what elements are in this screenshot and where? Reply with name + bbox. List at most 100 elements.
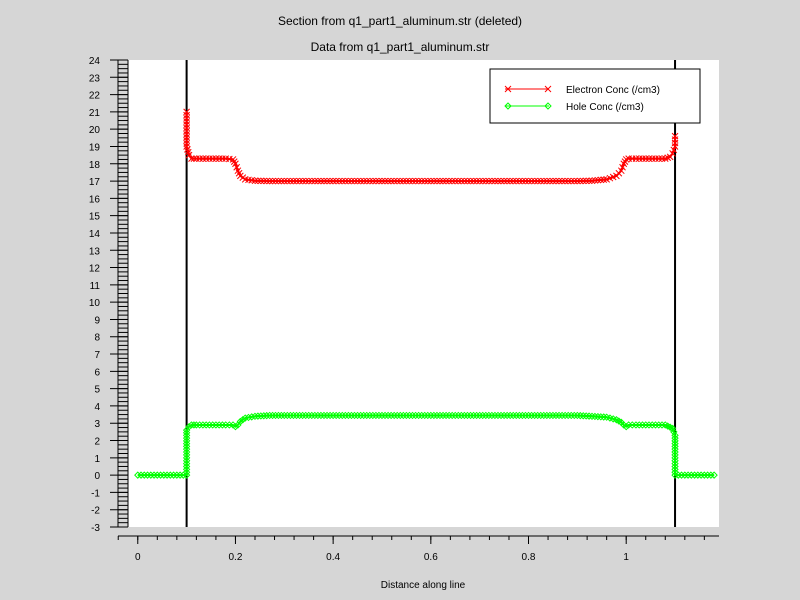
marker-stroke [537, 177, 545, 185]
data-point-x-marker [491, 177, 499, 185]
marker-stroke [245, 176, 252, 184]
y-tick-label: 17 [89, 177, 101, 188]
data-point-diamond-marker [202, 421, 210, 429]
data-point-diamond-marker [544, 102, 552, 110]
data-point-diamond-marker [205, 421, 214, 429]
x-tick-label: 0.8 [522, 552, 536, 563]
data-point-x-marker [635, 155, 643, 162]
marker-stroke [519, 177, 526, 185]
marker-stroke [585, 177, 593, 185]
data-point-diamond-marker [192, 421, 201, 429]
data-point-diamond-marker [521, 411, 530, 420]
marker-stroke [531, 177, 538, 185]
data-point-x-marker [293, 177, 300, 185]
chart-subtitle: Data from q1_part1_aluminum.str [310, 40, 490, 54]
marker-stroke [260, 177, 268, 185]
y-tick-label: 9 [94, 315, 100, 326]
marker-stroke [183, 108, 190, 116]
data-point-x-marker [196, 155, 203, 162]
data-point-x-marker [436, 177, 444, 185]
data-point-diamond-marker [668, 424, 677, 433]
data-point-diamond-marker [475, 411, 484, 420]
marker-stroke [503, 177, 511, 185]
marker-stroke [424, 177, 432, 185]
data-point-diamond-marker [289, 411, 298, 420]
marker-stroke [290, 177, 297, 185]
data-point-diamond-marker [359, 411, 368, 420]
marker-stroke [396, 177, 404, 185]
marker-stroke [482, 177, 490, 185]
data-point-diamond-marker [546, 411, 554, 420]
data-point-x-marker [457, 177, 465, 185]
data-point-diamond-marker [710, 471, 718, 479]
data-point-x-marker [183, 131, 190, 138]
y-tick-label: 6 [94, 367, 100, 378]
marker-stroke [320, 177, 328, 185]
data-point-x-marker [655, 155, 663, 162]
marker-stroke [597, 176, 605, 184]
marker-stroke [648, 155, 656, 162]
data-point-diamond-marker [600, 413, 608, 421]
marker-stroke [305, 177, 313, 185]
marker-stroke [433, 177, 441, 185]
data-point-diamond-marker [134, 471, 142, 479]
marker-stroke [184, 146, 191, 153]
data-point-diamond-marker [169, 471, 178, 479]
marker-stroke [183, 131, 190, 138]
data-point-diamond-marker [642, 421, 650, 429]
data-point-x-marker [381, 177, 389, 185]
data-point-x-marker [399, 177, 407, 185]
data-point-diamond-marker [137, 471, 145, 479]
marker-stroke [552, 177, 560, 185]
marker-stroke [399, 177, 407, 185]
marker-stroke [302, 177, 310, 185]
data-point-diamond-marker [694, 471, 702, 479]
x-tick-label: 0 [135, 552, 141, 563]
data-point-diamond-marker [707, 471, 715, 479]
marker-stroke [448, 177, 456, 185]
data-point-diamond-marker [436, 411, 444, 420]
data-point-x-marker [464, 177, 471, 185]
data-point-x-marker [412, 177, 419, 185]
data-point-diamond-marker [182, 445, 191, 453]
data-point-diamond-marker [166, 471, 175, 479]
data-point-diamond-marker [670, 428, 678, 436]
marker-stroke [564, 177, 572, 185]
data-point-x-marker [537, 177, 545, 185]
data-point-diamond-marker [622, 422, 630, 431]
marker-stroke [314, 177, 322, 185]
marker-stroke [476, 177, 484, 185]
data-point-x-marker [504, 85, 512, 93]
data-point-x-marker [582, 177, 590, 185]
data-point-x-marker [418, 177, 426, 185]
data-point-diamond-marker [655, 421, 663, 429]
data-point-diamond-marker [561, 411, 569, 420]
data-point-x-marker [540, 177, 548, 185]
marker-stroke [436, 177, 444, 185]
y-tick-label: 19 [89, 142, 101, 153]
data-point-x-marker [183, 137, 190, 144]
data-point-x-marker [345, 177, 352, 185]
x-tick-label: 0.6 [424, 552, 438, 563]
marker-stroke [479, 177, 487, 185]
marker-stroke [544, 85, 552, 93]
data-point-diamond-marker [182, 459, 191, 468]
data-point-diamond-marker [591, 412, 599, 421]
data-point-diamond-marker [363, 411, 371, 420]
data-point-diamond-marker [265, 411, 274, 420]
data-point-diamond-marker [314, 411, 322, 420]
marker-stroke [561, 177, 569, 185]
data-point-diamond-marker [286, 411, 295, 420]
data-point-x-marker [215, 155, 223, 162]
data-point-x-marker [287, 177, 294, 185]
data-point-diamond-marker [176, 471, 184, 479]
marker-stroke [329, 177, 337, 185]
marker-stroke [354, 177, 361, 185]
marker-stroke [588, 177, 596, 185]
marker-stroke [199, 155, 207, 162]
x-tick-label: 1 [623, 552, 629, 563]
data-point-x-marker [600, 176, 608, 183]
data-point-diamond-marker [482, 411, 490, 420]
data-point-x-marker [648, 155, 656, 162]
marker-stroke [183, 124, 190, 132]
